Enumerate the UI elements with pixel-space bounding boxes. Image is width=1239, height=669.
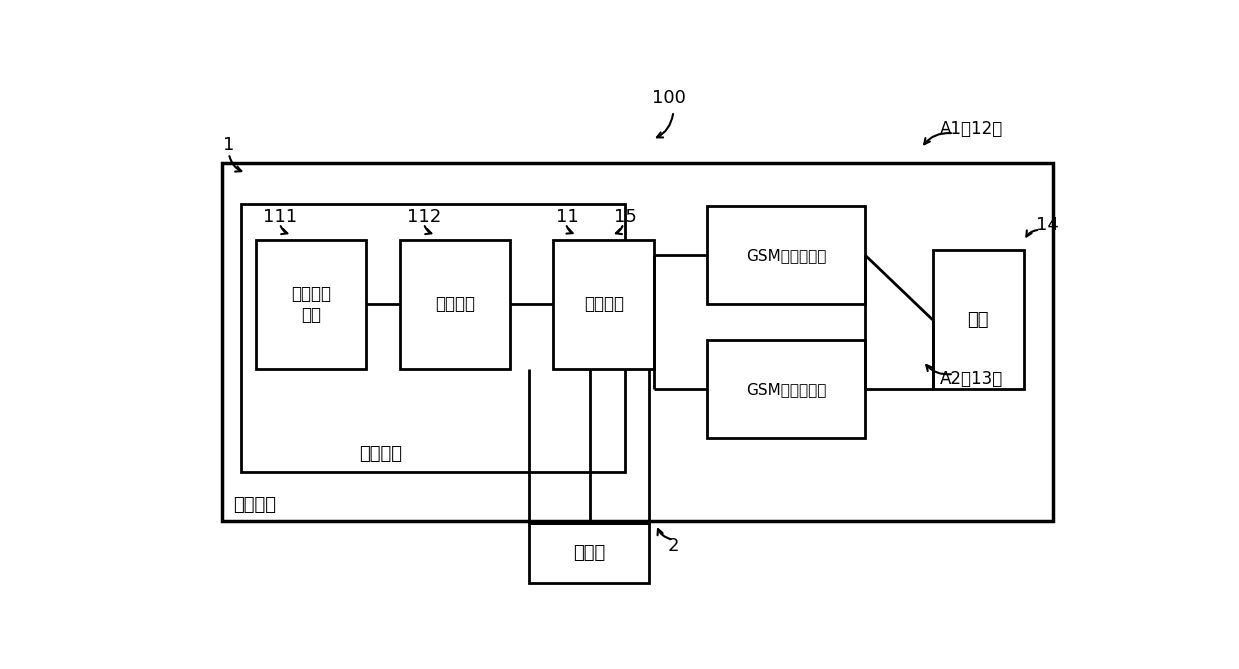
Text: 111: 111 (263, 208, 297, 226)
Text: 天线组件: 天线组件 (234, 496, 276, 514)
Bar (400, 240, 510, 369)
Text: GSM饱和放大器: GSM饱和放大器 (746, 248, 826, 263)
Text: 匹配电路: 匹配电路 (435, 295, 475, 313)
Text: GSM线性放大器: GSM线性放大器 (746, 382, 826, 397)
Text: 射频模组: 射频模组 (359, 444, 401, 462)
Bar (242, 204, 626, 472)
Text: 112: 112 (406, 208, 441, 226)
Text: 14: 14 (1037, 215, 1059, 233)
Bar (255, 240, 367, 369)
Text: 射频收发
电路: 射频收发 电路 (291, 285, 331, 324)
Text: 100: 100 (652, 89, 685, 107)
Text: 15: 15 (615, 208, 637, 226)
Bar (707, 341, 865, 438)
Text: 1: 1 (223, 136, 234, 154)
Text: 处理器: 处理器 (574, 544, 606, 562)
Text: 2: 2 (668, 537, 679, 555)
Text: 11: 11 (556, 208, 579, 226)
Text: 天线: 天线 (968, 311, 989, 329)
Bar (933, 250, 1023, 389)
Bar (707, 207, 865, 304)
Text: A1（12）: A1（12） (939, 120, 1002, 138)
Bar (529, 523, 649, 583)
Text: A2（13）: A2（13） (939, 370, 1002, 388)
Text: 选择单元: 选择单元 (584, 295, 623, 313)
Bar (554, 240, 654, 369)
Bar (222, 163, 1053, 520)
